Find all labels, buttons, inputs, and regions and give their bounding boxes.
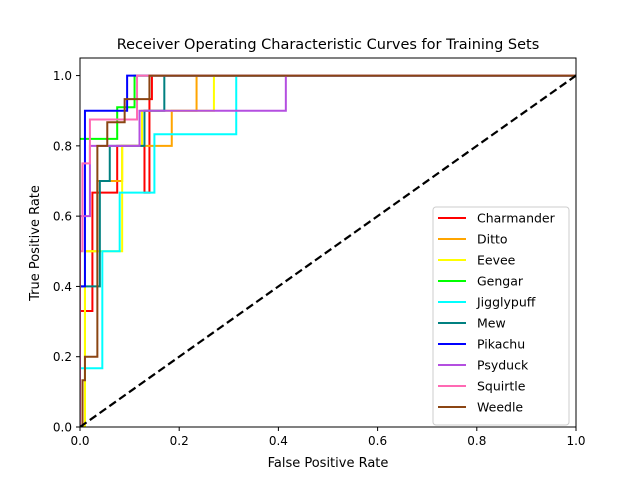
y-tick-label: 0.6 — [53, 210, 72, 224]
roc-curve-jigglypuff — [80, 74, 576, 427]
y-tick-label: 0.8 — [53, 139, 72, 153]
x-tick-label: 0.0 — [70, 434, 89, 448]
chance-diagonal-line — [80, 74, 576, 427]
y-tick-label: 0.2 — [53, 350, 72, 364]
y-tick-label: 0.4 — [53, 280, 72, 294]
legend-label-charmander: Charmander — [477, 211, 556, 226]
legend-label-jigglypuff: Jigglypuff — [476, 295, 536, 310]
roc-curve-pikachu — [80, 74, 576, 427]
x-tick-label: 0.6 — [368, 434, 387, 448]
y-axis-ticks: 0.0 0.2 0.4 0.6 0.8 1.0 — [53, 69, 80, 435]
x-axis-label: False Positive Rate — [268, 456, 389, 471]
legend-label-gengar: Gengar — [477, 274, 524, 289]
y-axis-label: True Positive Rate — [28, 185, 43, 302]
x-tick-label: 0.8 — [467, 434, 486, 448]
legend-label-pikachu: Pikachu — [477, 337, 525, 352]
y-tick-label: 0.0 — [53, 421, 72, 435]
roc-curve-weedle — [80, 74, 576, 427]
x-tick-label: 0.2 — [170, 434, 189, 448]
legend-label-mew: Mew — [477, 316, 506, 331]
y-tick-label: 1.0 — [53, 69, 72, 83]
legend-label-eevee: Eevee — [477, 253, 516, 268]
plot-frame — [79, 57, 577, 428]
legend-label-weedle: Weedle — [477, 400, 523, 415]
x-tick-label: 0.4 — [269, 434, 288, 448]
chart-title: Receiver Operating Characteristic Curves… — [117, 37, 540, 53]
legend: Charmander Ditto Eevee Gengar Jigglypuff Mew P… — [432, 206, 570, 426]
legend-label-squirtle: Squirtle — [477, 379, 526, 394]
legend-label-ditto: Ditto — [477, 232, 508, 247]
legend-label-psyduck: Psyduck — [477, 358, 529, 373]
x-tick-label: 1.0 — [566, 434, 585, 448]
legend-box — [432, 206, 570, 426]
plot-area — [80, 74, 576, 427]
x-axis-ticks: 0.0 0.2 0.4 0.6 0.8 1.0 — [70, 427, 586, 448]
roc-curve-squirtle — [80, 74, 576, 427]
